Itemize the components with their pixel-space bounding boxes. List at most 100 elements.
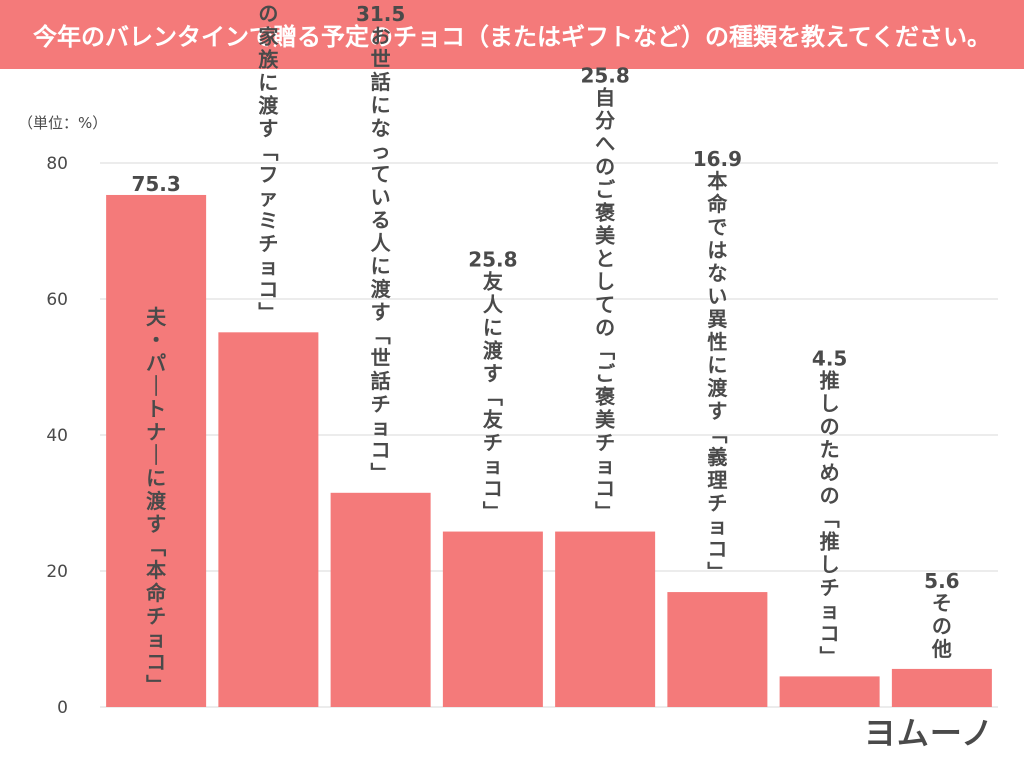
category-label: す: [707, 399, 727, 423]
category-label: す: [258, 116, 278, 140]
category-label: 渡: [483, 339, 504, 363]
category-label: 推: [820, 529, 840, 553]
category-label: っ: [371, 139, 391, 163]
category-label: ﹁: [483, 385, 503, 409]
category-label: ﹁: [595, 339, 615, 363]
y-tick-label: 0: [57, 698, 68, 718]
category-label: 自: [595, 86, 615, 110]
category-label: ョ: [595, 454, 615, 478]
category-label: コ: [483, 477, 503, 501]
bar: [667, 592, 768, 707]
category-label: ョ: [371, 415, 391, 439]
category-label: に: [258, 70, 278, 94]
category-label: 族: [258, 47, 279, 71]
category-label: 本: [707, 169, 727, 193]
y-tick-label: 20: [46, 562, 68, 582]
category-label: い: [371, 185, 391, 209]
bar: [555, 531, 656, 707]
category-label: 本: [146, 558, 166, 582]
category-label: に: [146, 466, 166, 490]
category-label: と: [595, 247, 615, 271]
category-label: で: [707, 215, 727, 239]
category-label: た: [820, 437, 840, 461]
category-label: 褒: [594, 201, 615, 225]
category-label: ﹁: [707, 422, 727, 446]
bar: [891, 668, 992, 707]
category-label: 分: [595, 109, 615, 133]
ghost-annotation: 26.3%: [823, 126, 882, 146]
category-label: チ: [258, 231, 278, 255]
category-label: ・: [146, 328, 166, 352]
brand-logo: ヨムーノ: [864, 708, 994, 754]
category-label: 世: [371, 47, 391, 71]
category-label: 渡: [707, 376, 728, 400]
category-label: チ: [595, 431, 615, 455]
y-tick-label: 80: [46, 154, 68, 174]
category-label: パ: [146, 351, 166, 375]
y-tick-label: 60: [46, 290, 68, 310]
chart-title: 今年のバレンタインで贈る予定のチョコ（またはギフトなど）の種類を教えてください。: [32, 23, 992, 51]
category-label: し: [820, 552, 840, 576]
category-label: い: [707, 284, 727, 308]
category-label: チ: [483, 431, 503, 455]
data-label: 25.8: [468, 248, 517, 272]
category-label: ﹂: [595, 500, 615, 524]
category-label: に: [483, 316, 503, 340]
category-label: 褒: [594, 385, 615, 409]
category-label: て: [371, 162, 391, 186]
category-label: す: [371, 300, 391, 324]
category-label: 人: [483, 293, 504, 317]
category-label: に: [371, 93, 391, 117]
category-label: チ: [371, 392, 391, 416]
category-label: は: [707, 238, 727, 262]
category-label: な: [707, 261, 727, 285]
category-label: ご: [595, 178, 615, 202]
category-label: フ: [258, 162, 278, 186]
bar: [779, 676, 880, 707]
category-label: ﹂: [146, 673, 166, 697]
category-label: し: [820, 391, 840, 415]
category-label: ョ: [258, 254, 278, 278]
category-label: に: [371, 254, 391, 278]
data-label: 16.9: [693, 147, 742, 171]
category-label: コ: [707, 537, 727, 561]
category-label: 性: [707, 330, 727, 354]
category-label: の: [258, 1, 278, 25]
category-label: 世: [371, 346, 391, 370]
category-label: そ: [932, 591, 952, 615]
category-label: の: [820, 483, 840, 507]
category-label: し: [595, 270, 615, 294]
category-label: へ: [595, 132, 615, 156]
category-label: コ: [146, 650, 166, 674]
category-label: 話: [371, 70, 391, 94]
category-label: ﹂: [371, 461, 391, 485]
category-label: ｜: [146, 443, 166, 467]
category-label: 外: [258, 0, 278, 2]
category-label: ァ: [258, 185, 278, 209]
category-label: チ: [146, 604, 166, 628]
category-label: ョ: [483, 454, 503, 478]
category-label: 友: [483, 270, 503, 294]
category-label: ョ: [707, 514, 727, 538]
category-label: コ: [595, 477, 615, 501]
category-label: 命: [146, 581, 167, 605]
y-tick-label: 40: [46, 426, 68, 446]
category-label: の: [932, 614, 952, 638]
category-label: 渡: [371, 277, 392, 301]
category-label: 理: [707, 468, 727, 492]
category-label: ナ: [146, 420, 166, 444]
bar: [330, 492, 431, 707]
data-label: 31.5: [356, 2, 405, 26]
category-label: な: [371, 116, 391, 140]
category-label: ト: [146, 397, 166, 421]
category-label: お: [371, 24, 391, 48]
category-label: チ: [820, 575, 840, 599]
category-label: の: [820, 414, 840, 438]
data-label: 75.3: [131, 172, 180, 196]
category-label: ﹂: [258, 300, 278, 324]
category-label: コ: [258, 277, 278, 301]
category-label: 他: [931, 637, 952, 661]
bar: [218, 332, 319, 707]
unit-label: （単位：%）: [18, 114, 107, 132]
category-label: ご: [595, 362, 615, 386]
